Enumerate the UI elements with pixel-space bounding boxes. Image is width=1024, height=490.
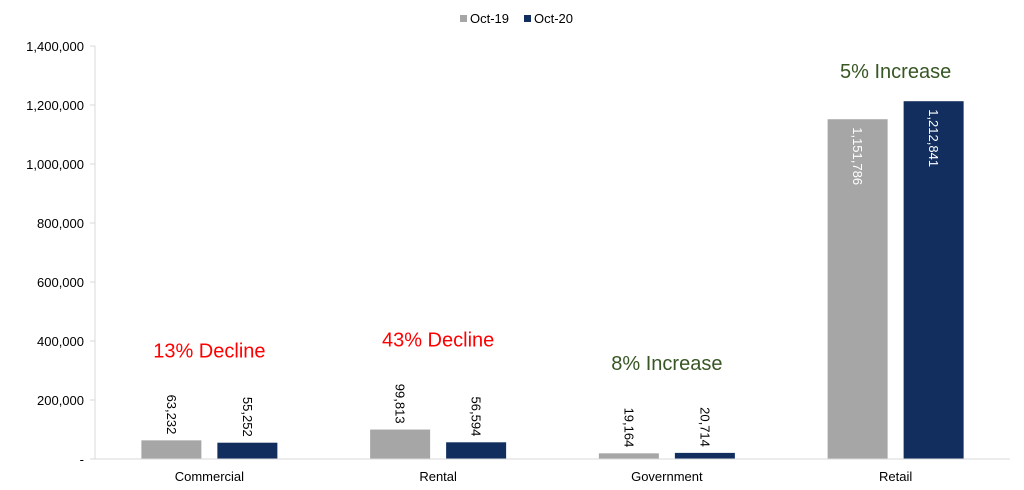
legend: Oct-19 Oct-20 [460, 11, 573, 26]
y-tick-label: 1,400,000 [26, 39, 84, 54]
annotation-rental: 43% Decline [382, 330, 494, 352]
annotation-government: 8% Increase [611, 353, 722, 375]
bar-rental-oct-20 [446, 442, 507, 459]
data-label-rental-oct-19: 99,813 [393, 384, 408, 424]
data-label-government-oct-20: 20,714 [697, 407, 712, 447]
bar-commercial-oct-19 [141, 440, 202, 459]
y-tick-label: 400,000 [37, 334, 84, 349]
bars [141, 101, 964, 459]
y-tick-label: - [80, 452, 84, 467]
data-label-rental-oct-20: 56,594 [469, 397, 484, 437]
x-tick-label-commercial: Commercial [175, 469, 244, 484]
data-labels: 63,232 55,252 99,813 56,594 19,164 20,714 1,15… [164, 109, 941, 447]
legend-swatch-oct-20 [524, 15, 531, 22]
y-tick-label: 200,000 [37, 393, 84, 408]
bar-rental-oct-19 [370, 429, 431, 459]
bar-government-oct-19 [598, 453, 659, 459]
x-tick-label-rental: Rental [419, 469, 457, 484]
bar-commercial-oct-20 [217, 442, 278, 459]
y-tick-label: 600,000 [37, 275, 84, 290]
legend-label-oct-19: Oct-19 [470, 11, 509, 26]
annotations: 13% Decline 43% Decline 8% Increase 5% Incr… [153, 61, 951, 375]
bar-retail-oct-20 [903, 101, 964, 459]
legend-swatch-oct-19 [460, 15, 467, 22]
data-label-retail-oct-19: 1,151,786 [850, 127, 865, 185]
x-tick-label-retail: Retail [879, 469, 912, 484]
bar-retail-oct-19 [827, 119, 888, 459]
data-label-retail-oct-20: 1,212,841 [926, 109, 941, 167]
y-tick-label: 1,000,000 [26, 157, 84, 172]
x-axis: Commercial Rental Government Retail [95, 458, 1010, 484]
legend-label-oct-20: Oct-20 [534, 11, 573, 26]
x-tick-label-government: Government [631, 469, 703, 484]
y-tick-label: 1,200,000 [26, 98, 84, 113]
data-label-government-oct-19: 19,164 [621, 408, 636, 448]
data-label-commercial-oct-20: 55,252 [240, 397, 255, 437]
annotation-commercial: 13% Decline [153, 340, 265, 362]
bar-government-oct-20 [674, 452, 735, 459]
y-axis: - 200,000 400,000 600,000 800,000 1,000,000 1,… [26, 39, 96, 467]
y-tick-label: 800,000 [37, 216, 84, 231]
annotation-retail: 5% Increase [840, 61, 951, 83]
data-label-commercial-oct-19: 63,232 [164, 395, 179, 435]
